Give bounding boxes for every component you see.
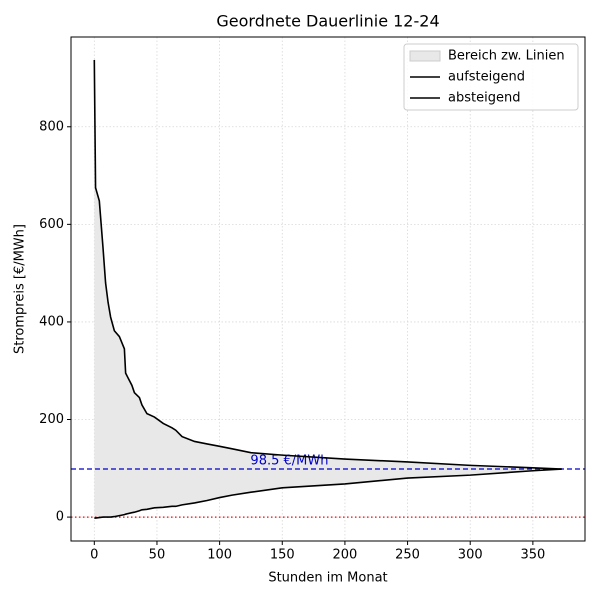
chart-title: Geordnete Dauerlinie 12-24 <box>216 12 439 31</box>
legend: Bereich zw. Linien aufsteigend absteigend <box>403 43 579 111</box>
y-tick-label: 600 <box>39 217 64 232</box>
x-tick-label: 0 <box>90 548 98 563</box>
legend-box <box>403 43 579 111</box>
x-tick-label: 50 <box>149 548 166 563</box>
x-tick-label: 350 <box>520 548 545 563</box>
y-axis-label: Strompreis [€/MWh] <box>13 224 28 354</box>
legend-label: absteigend <box>448 91 520 106</box>
legend-label: Bereich zw. Linien <box>448 49 565 64</box>
x-tick-label: 150 <box>270 548 295 563</box>
plot-frame <box>70 36 586 542</box>
y-tick-label: 0 <box>56 510 64 525</box>
line <box>93 59 562 470</box>
x-tick-label: 100 <box>207 548 232 563</box>
fill-area <box>94 59 562 519</box>
y-tick-label: 200 <box>39 412 64 427</box>
x-tick-label: 200 <box>333 548 358 563</box>
x-axis-label: Stunden im Monat <box>268 571 387 586</box>
line <box>94 468 562 519</box>
legend-label: aufsteigend <box>448 70 525 85</box>
x-tick-label: 250 <box>395 548 420 563</box>
y-tick-label: 800 <box>39 119 64 134</box>
legend-swatch <box>409 50 441 62</box>
y-tick-label: 400 <box>39 314 64 329</box>
x-tick-label: 300 <box>458 548 483 563</box>
